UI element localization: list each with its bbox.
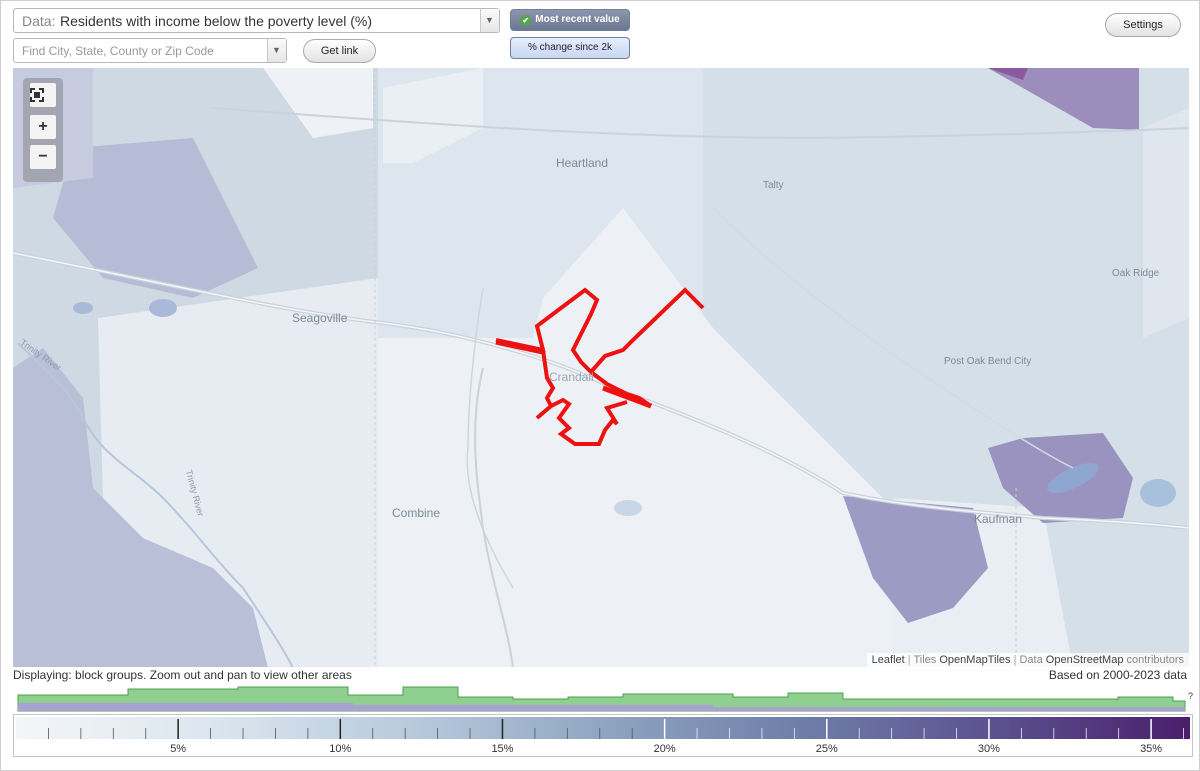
most-recent-value-toggle[interactable]: ✔ Most recent value <box>510 9 630 31</box>
selected-road-west <box>495 339 544 355</box>
label-oak-ridge: Oak Ridge <box>1112 268 1160 279</box>
histogram-purple <box>18 703 1185 711</box>
legend-ticks: 5% 10% 15% 20% 25% 30% 35% <box>48 719 1184 755</box>
map-view[interactable]: + − Heartland Talty Oak Ridge Seagoville… <box>13 68 1189 667</box>
openmaptiles-link[interactable]: OpenMapTiles <box>939 654 1011 666</box>
displaying-status: Displaying: block groups. Zoom out and p… <box>13 668 352 682</box>
search-dropdown-icon[interactable]: ▼ <box>267 39 286 62</box>
region-kaufman-purple <box>843 496 988 623</box>
lake-west-2 <box>73 302 93 314</box>
most-recent-label: Most recent value <box>535 14 620 25</box>
label-talty: Talty <box>763 180 784 191</box>
region-east-light <box>1143 108 1189 338</box>
region-north-bright <box>263 68 373 138</box>
percent-change-toggle[interactable]: % change since 2k <box>510 37 630 59</box>
lake-east <box>1047 463 1099 493</box>
data-prefix: Data <box>1019 654 1043 666</box>
leaflet-link[interactable]: Leaflet <box>871 654 905 666</box>
legend-tick-label: 25% <box>816 743 838 755</box>
fullscreen-icon <box>30 88 44 102</box>
legend-tick-label: 5% <box>170 743 186 755</box>
location-search[interactable]: ▼ <box>13 38 287 63</box>
region-south-central <box>378 208 973 667</box>
region-southwest-dark <box>13 348 268 667</box>
zoom-in-button[interactable]: + <box>30 115 56 139</box>
label-seagoville: Seagoville <box>292 311 348 325</box>
legend-tick-label: 30% <box>978 743 1000 755</box>
checkmark-icon: ✔ <box>520 15 532 26</box>
legend-gradient-bar <box>16 717 1190 739</box>
zoom-control: + − <box>23 78 63 182</box>
openstreetmap-link[interactable]: OpenStreetMap <box>1045 654 1124 666</box>
label-post-oak-bend: Post Oak Bend City <box>944 356 1032 367</box>
histogram-question-mark[interactable]: ? <box>1188 691 1193 701</box>
tiles-prefix: Tiles <box>913 654 937 666</box>
data-select[interactable]: Data: Residents with income below the po… <box>13 8 500 33</box>
lake-west-1 <box>149 299 177 317</box>
label-crandall: Crandall <box>549 370 594 384</box>
trinity-river <box>17 342 294 667</box>
road-diag <box>712 207 1074 469</box>
legend-scale: 5% 10% 15% 20% 25% 30% 35% <box>16 717 1190 755</box>
region-northwest-dark <box>53 138 258 298</box>
fullscreen-button[interactable] <box>30 83 56 107</box>
contributors-text: contributors <box>1126 654 1184 666</box>
location-search-input[interactable] <box>14 39 280 62</box>
label-combine: Combine <box>392 506 441 520</box>
data-select-prefix: Data: <box>22 13 56 29</box>
road-north <box>212 107 1189 140</box>
data-range-note: Based on 2000-2023 data <box>1048 668 1187 682</box>
distribution-histogram: ? <box>17 686 1193 712</box>
region-northeast-dark <box>988 68 1139 130</box>
region-northeast-peak <box>988 68 1028 80</box>
legend-tick-label: 15% <box>491 743 513 755</box>
label-kaufman: Kaufman <box>974 512 1023 526</box>
data-select-value: Residents with income below the poverty … <box>60 13 373 29</box>
chevron-down-icon[interactable]: ▼ <box>480 9 499 32</box>
label-heartland: Heartland <box>556 156 609 170</box>
get-link-button[interactable]: Get link <box>303 39 376 63</box>
selected-road-east <box>602 385 652 409</box>
legend-tick-label: 35% <box>1140 743 1162 755</box>
zoom-out-button[interactable]: − <box>30 145 56 169</box>
color-legend: 5% 10% 15% 20% 25% 30% 35% <box>13 714 1193 757</box>
settings-button[interactable]: Settings <box>1105 13 1181 37</box>
region-north-bright-2 <box>383 68 483 163</box>
highway-main-core <box>13 252 1189 529</box>
lake-far-east <box>1140 479 1176 507</box>
map-attribution: Leaflet | Tiles OpenMapTiles | Data Open… <box>866 653 1189 667</box>
lake-south <box>614 500 642 516</box>
legend-tick-label: 10% <box>329 743 351 755</box>
legend-tick-label: 20% <box>654 743 676 755</box>
creek-central <box>466 287 514 589</box>
